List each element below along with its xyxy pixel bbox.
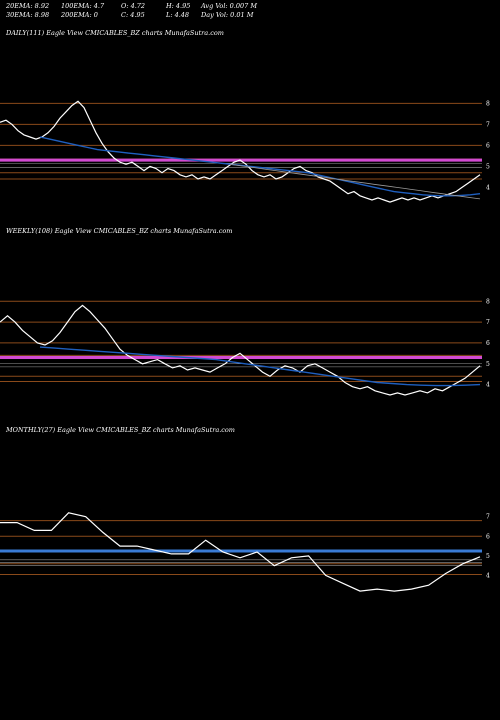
y-tick-label: 7: [486, 514, 490, 521]
close-stat: C: 4.95: [121, 11, 145, 19]
day-vol-stat: Day Vol: 0.01 M: [201, 11, 254, 19]
ema200-stat: 200EMA: 0: [61, 11, 98, 19]
low-stat: L: 4.48: [166, 11, 190, 19]
price-series-line: [0, 304, 481, 396]
y-tick-label: 8: [486, 298, 490, 305]
ema100-stat: 100EMA: 4.7: [61, 2, 105, 10]
monthly-panel-title: MONTHLY(27) Eagle View CMICABLES_BZ char…: [6, 426, 235, 434]
avg-vol-stat: Avg Vol: 0.007 M: [201, 2, 258, 10]
y-tick-label: 4: [486, 184, 490, 191]
ema_gray-series-line: [229, 163, 481, 200]
y-tick-label: 7: [486, 121, 490, 128]
ema_blue-series-line: [39, 136, 481, 197]
open-stat: O: 4.72: [121, 2, 146, 10]
y-tick-label: 6: [486, 340, 490, 347]
ema30-stat: 30EMA: 8.98: [6, 11, 50, 19]
ema_blue-series-line: [39, 346, 481, 387]
y-tick-label: 8: [486, 100, 490, 107]
ema20-stat: 20EMA: 8.92: [6, 2, 50, 10]
y-tick-label: 6: [486, 533, 490, 540]
y-tick-label: 5: [486, 163, 490, 170]
y-tick-label: 5: [486, 361, 490, 368]
daily-panel-title: DAILY(111) Eagle View CMICABLES_BZ chart…: [6, 29, 224, 37]
price-series-line: [0, 100, 481, 203]
y-tick-label: 6: [486, 142, 490, 149]
y-tick-label: 7: [486, 319, 490, 326]
weekly-panel-title: WEEKLY(108) Eagle View CMICABLES_BZ char…: [6, 227, 233, 235]
high-stat: H: 4.95: [166, 2, 191, 10]
y-tick-label: 5: [486, 553, 490, 560]
y-tick-label: 4: [486, 572, 490, 579]
price-series-line: [0, 512, 481, 592]
y-tick-label: 4: [486, 382, 490, 389]
